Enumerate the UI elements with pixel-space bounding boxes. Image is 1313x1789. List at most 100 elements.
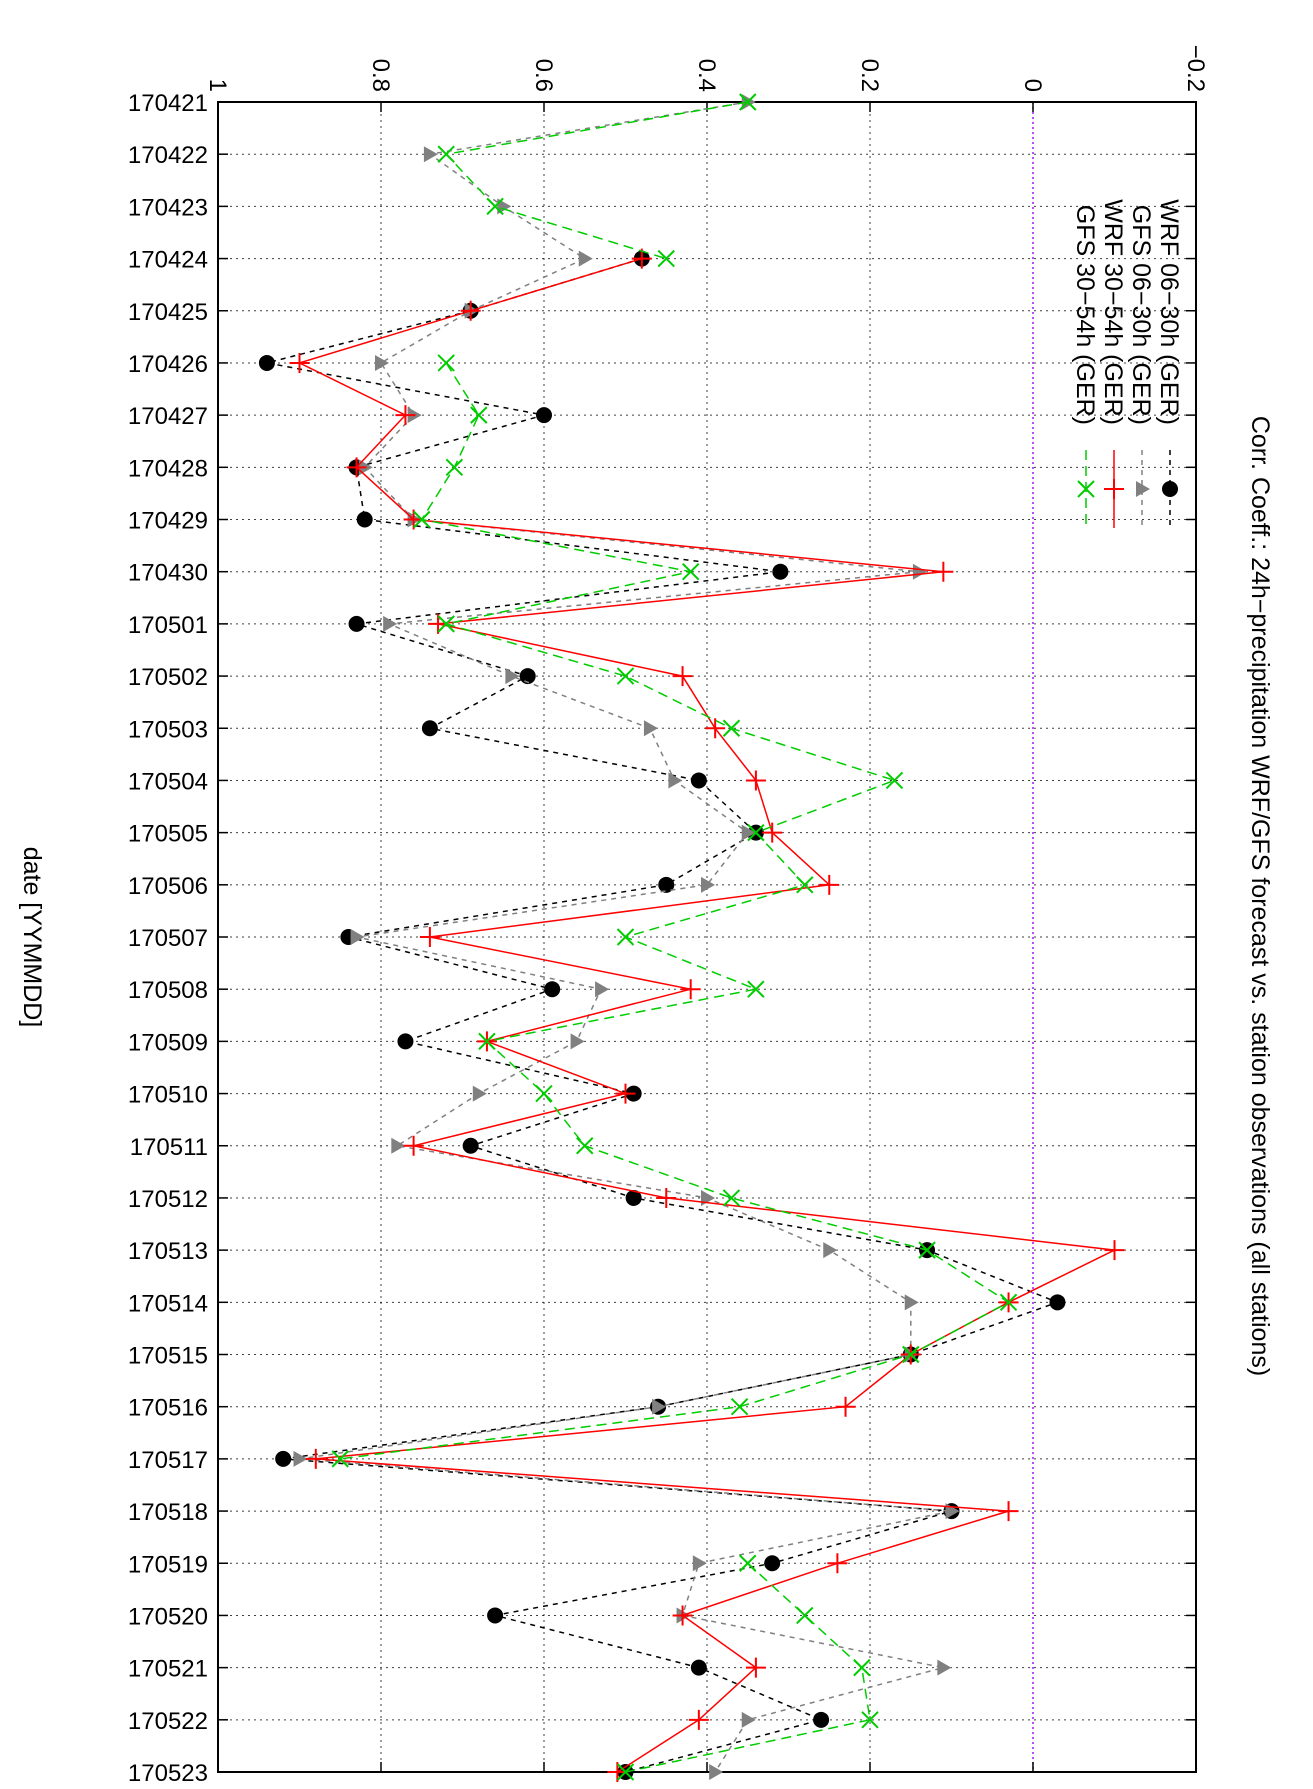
- point-marker: [999, 1293, 1018, 1312]
- point-marker: [861, 1711, 879, 1729]
- series-line: [297, 257, 1118, 1773]
- point-marker: [709, 1764, 724, 1780]
- x-tick-label: 170424: [128, 247, 208, 274]
- point-marker: [356, 511, 373, 528]
- x-tick-label: 170515: [128, 1343, 208, 1370]
- y-tick-label: 0.8: [367, 59, 394, 92]
- x-tick-label: 170519: [128, 1551, 208, 1578]
- point-marker: [745, 1657, 766, 1678]
- point-marker: [741, 1711, 756, 1728]
- point-marker: [902, 1345, 920, 1364]
- x-tick-label: 170511: [130, 1134, 208, 1161]
- chart-title: Corr. Coeff.: 24h−precipitation WRF/GFS …: [1246, 416, 1274, 1376]
- point-marker: [570, 1033, 585, 1050]
- x-tick-label: 170425: [128, 299, 208, 326]
- x-tick-label: 170507: [128, 925, 208, 952]
- x-tick-label: 170502: [128, 664, 208, 691]
- point-marker: [403, 1135, 424, 1156]
- point-marker: [680, 979, 701, 1000]
- point-marker: [595, 981, 610, 998]
- series-wrf-06-30h-ger-: [258, 250, 1066, 1780]
- point-marker: [616, 667, 635, 685]
- point-marker: [885, 771, 904, 790]
- point-marker: [672, 666, 693, 687]
- point-marker: [835, 1396, 856, 1417]
- x-tick-label: 170426: [128, 351, 208, 378]
- point-marker: [918, 1241, 936, 1259]
- x-tick-label: 170512: [128, 1186, 208, 1213]
- point-marker: [616, 928, 635, 946]
- point-marker: [1049, 1294, 1066, 1311]
- point-marker: [419, 927, 440, 947]
- plot-frame: [217, 101, 1197, 1773]
- point-marker: [739, 1554, 757, 1572]
- x-tick-label: 170508: [128, 977, 208, 1004]
- x-tick-label: 170518: [128, 1499, 208, 1526]
- x-tick-label: 170421: [128, 90, 208, 117]
- point-marker: [391, 1137, 406, 1154]
- point-marker: [701, 876, 715, 893]
- point-marker: [445, 458, 464, 477]
- point-marker: [1104, 479, 1124, 499]
- point-marker: [722, 719, 741, 737]
- point-marker: [625, 1189, 642, 1206]
- point-marker: [912, 563, 927, 580]
- x-tick-label: 170523: [128, 1760, 208, 1787]
- point-marker: [616, 1763, 635, 1781]
- x-tick-label: 170504: [128, 768, 208, 795]
- point-marker: [1162, 481, 1178, 497]
- point-marker: [578, 250, 593, 267]
- point-marker: [904, 1294, 919, 1311]
- x-tick-label: 170514: [128, 1290, 208, 1317]
- point-marker: [772, 563, 789, 580]
- series-layer: [258, 93, 1125, 1782]
- point-marker: [1077, 480, 1095, 498]
- point-marker: [395, 405, 416, 426]
- point-marker: [730, 1397, 749, 1416]
- x-tick-label: 170501: [128, 612, 208, 639]
- legend-label: WRF 30−54h (GER): [1099, 199, 1127, 425]
- point-marker: [681, 562, 700, 581]
- x-tick-label: 170509: [128, 1029, 208, 1056]
- x-tick-label: 170428: [128, 455, 208, 482]
- series-gfs-30-54h-ger-: [331, 93, 1018, 1781]
- grid-lines: [218, 102, 1196, 1772]
- point-marker: [745, 770, 766, 791]
- point-marker: [397, 1033, 414, 1050]
- point-marker: [762, 822, 783, 843]
- legend: WRF 06−30h (GER)GFS 06−30h (GER)WRF 30−5…: [1071, 199, 1183, 528]
- point-marker: [672, 1605, 693, 1626]
- point-marker: [535, 1084, 553, 1103]
- y-tick-label: 1: [204, 79, 231, 92]
- series-gfs-06-30h-ger-: [293, 94, 960, 1780]
- point-marker: [658, 876, 675, 893]
- point-marker: [348, 615, 365, 632]
- point-marker: [421, 720, 438, 737]
- point-marker: [460, 300, 481, 321]
- point-marker: [350, 929, 365, 945]
- point-marker: [796, 876, 814, 894]
- point-marker: [428, 613, 449, 634]
- point-marker: [403, 509, 424, 530]
- point-marker: [413, 510, 431, 529]
- series-line: [340, 101, 1010, 1773]
- point-marker: [486, 197, 504, 216]
- point-marker: [747, 980, 765, 998]
- point-marker: [1136, 481, 1150, 497]
- point-marker: [813, 1711, 830, 1728]
- point-marker: [423, 146, 438, 163]
- point-marker: [472, 1085, 487, 1102]
- point-marker: [657, 249, 675, 268]
- legend-label: GFS 06−30h (GER): [1127, 205, 1155, 425]
- x-tick-label: 170520: [128, 1603, 208, 1630]
- point-marker: [478, 1032, 496, 1051]
- point-marker: [375, 354, 389, 371]
- x-tick-label: 170422: [128, 142, 208, 169]
- point-marker: [275, 1450, 292, 1467]
- point-marker: [470, 406, 488, 424]
- point-marker: [258, 354, 275, 371]
- point-marker: [722, 1189, 741, 1207]
- point-marker: [705, 718, 726, 739]
